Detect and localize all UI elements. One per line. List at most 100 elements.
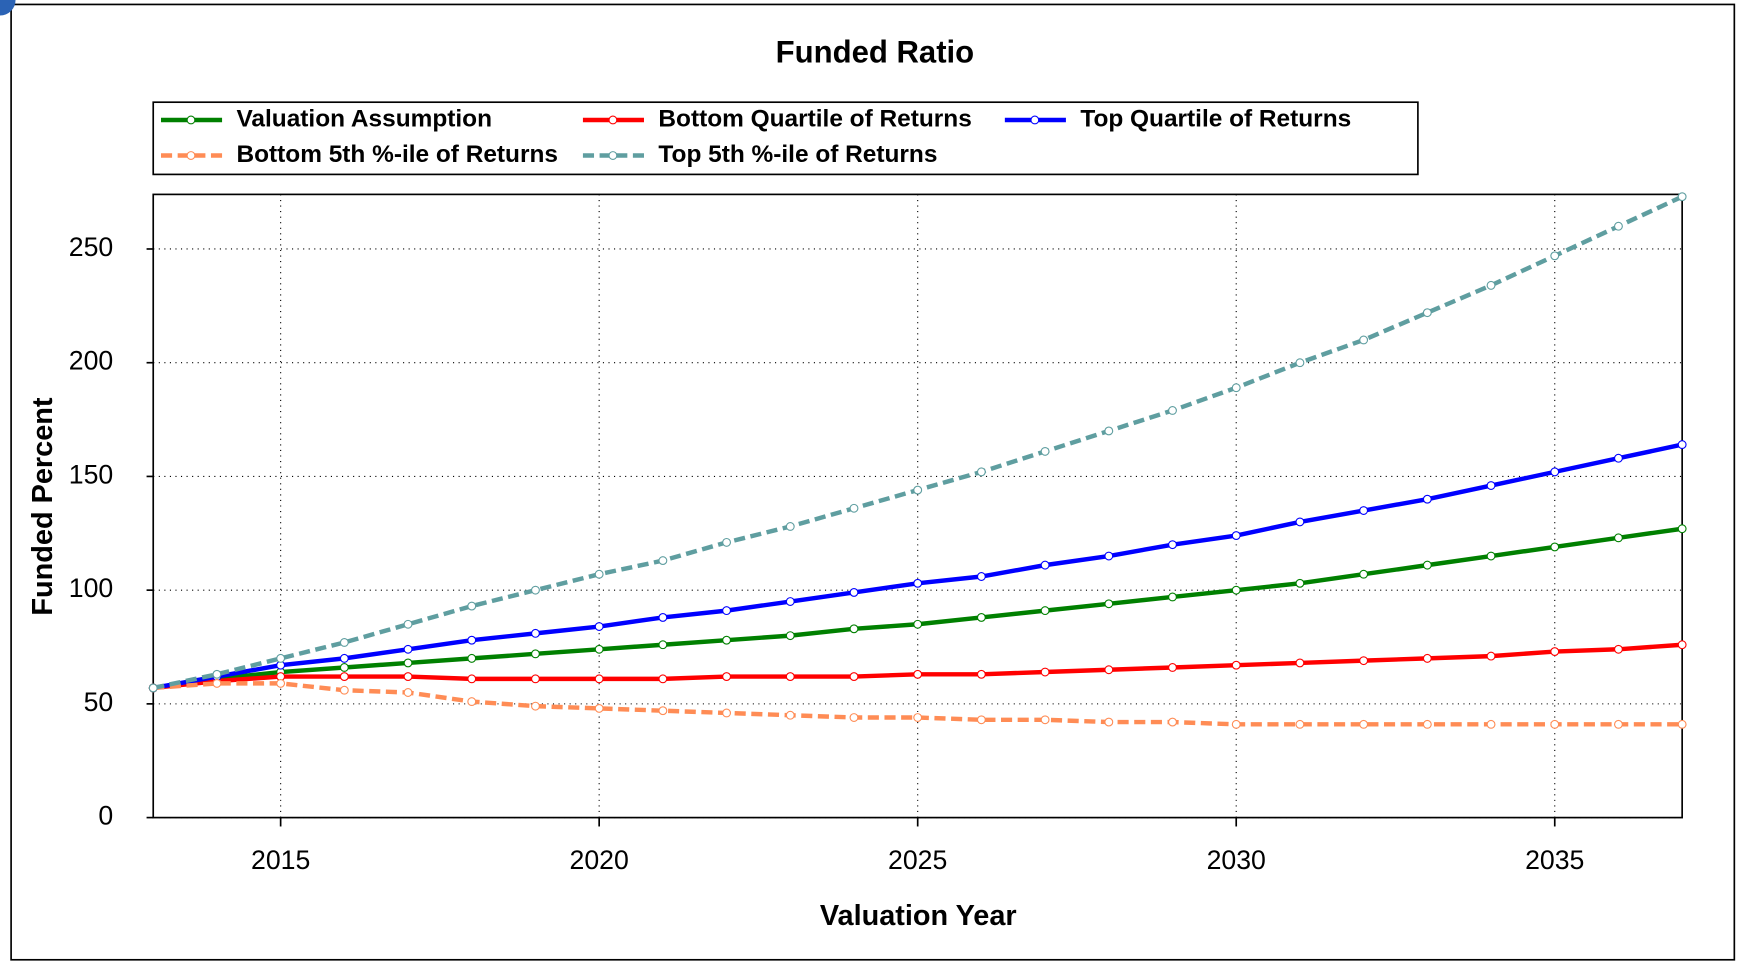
- y-axis-title: Funded Percent: [27, 397, 59, 616]
- point: [1359, 719, 1369, 729]
- point: [1104, 665, 1114, 675]
- point: [1040, 715, 1050, 725]
- point: [1295, 658, 1305, 668]
- point: [467, 653, 477, 663]
- point: [1677, 640, 1687, 650]
- point: [403, 658, 413, 668]
- point: [1550, 251, 1560, 261]
- point: [658, 674, 668, 684]
- legend-marker: [608, 151, 618, 160]
- point: [849, 503, 859, 513]
- point: [594, 622, 604, 631]
- point: [1168, 663, 1177, 672]
- legend-marker: [1030, 115, 1040, 125]
- point: [1295, 578, 1305, 588]
- point: [1614, 453, 1623, 463]
- point: [403, 619, 413, 629]
- point: [1359, 506, 1369, 515]
- point: [403, 688, 413, 697]
- y-tick-label: 50: [84, 687, 114, 717]
- point: [976, 669, 986, 679]
- point: [1040, 446, 1050, 456]
- point: [1231, 383, 1241, 393]
- point: [1295, 719, 1305, 729]
- point: [1614, 719, 1623, 729]
- point: [785, 710, 795, 720]
- point: [1486, 551, 1496, 561]
- x-tick-label: 2025: [888, 845, 947, 875]
- point: [722, 606, 732, 616]
- point: [467, 635, 477, 645]
- point: [339, 653, 349, 663]
- point: [1422, 653, 1432, 663]
- y-tick-label: 150: [69, 459, 113, 489]
- point: [339, 672, 349, 682]
- legend-box: [152, 101, 1419, 176]
- logo: [0, 0, 16, 16]
- point: [913, 485, 923, 495]
- point: [722, 708, 732, 718]
- point: [722, 537, 732, 547]
- point: [1295, 358, 1305, 368]
- point: [658, 556, 668, 566]
- point: [1422, 308, 1432, 318]
- point: [1550, 542, 1560, 552]
- point: [913, 619, 923, 629]
- legend-label: Top Quartile of Returns: [1080, 105, 1351, 132]
- legend-marker: [608, 115, 618, 125]
- point: [212, 669, 222, 679]
- point: [1486, 481, 1496, 490]
- point: [849, 624, 859, 634]
- point: [276, 678, 286, 688]
- point: [212, 678, 222, 688]
- point: [339, 685, 349, 695]
- point: [976, 715, 986, 725]
- point: [976, 612, 986, 622]
- point: [1677, 719, 1687, 729]
- point: [849, 672, 859, 682]
- point: [1359, 569, 1369, 579]
- point: [1614, 533, 1623, 543]
- point: [785, 631, 795, 641]
- point: [467, 674, 477, 684]
- legend-label: Bottom 5th %-ile of Returns: [237, 141, 558, 168]
- point: [658, 640, 668, 650]
- point: [1614, 644, 1623, 654]
- x-tick-label: 2020: [570, 845, 629, 875]
- point: [531, 701, 540, 711]
- point: [403, 644, 413, 654]
- point: [785, 672, 795, 682]
- point: [1040, 560, 1050, 570]
- point: [276, 653, 286, 663]
- point: [594, 703, 604, 713]
- point: [1168, 717, 1177, 727]
- point: [1104, 426, 1114, 436]
- point: [594, 569, 604, 579]
- point: [1422, 494, 1432, 504]
- y-tick-label: 200: [69, 346, 113, 376]
- point: [1550, 719, 1560, 729]
- point: [913, 669, 923, 679]
- point: [1104, 551, 1114, 561]
- point: [785, 522, 795, 531]
- point: [1040, 667, 1050, 677]
- point: [1677, 524, 1687, 534]
- point: [1550, 467, 1560, 477]
- x-tick-label: 2035: [1525, 845, 1584, 875]
- point: [1677, 440, 1687, 450]
- point: [976, 467, 986, 477]
- point: [1168, 406, 1177, 415]
- point: [594, 674, 604, 684]
- point: [594, 644, 604, 654]
- point: [1231, 719, 1241, 729]
- point: [339, 663, 349, 672]
- point: [1677, 192, 1687, 202]
- point: [531, 628, 540, 638]
- point: [1422, 560, 1432, 570]
- point: [1040, 606, 1050, 616]
- point: [658, 612, 668, 622]
- point: [722, 672, 732, 682]
- point: [1104, 717, 1114, 727]
- point: [849, 713, 859, 722]
- point: [148, 683, 158, 693]
